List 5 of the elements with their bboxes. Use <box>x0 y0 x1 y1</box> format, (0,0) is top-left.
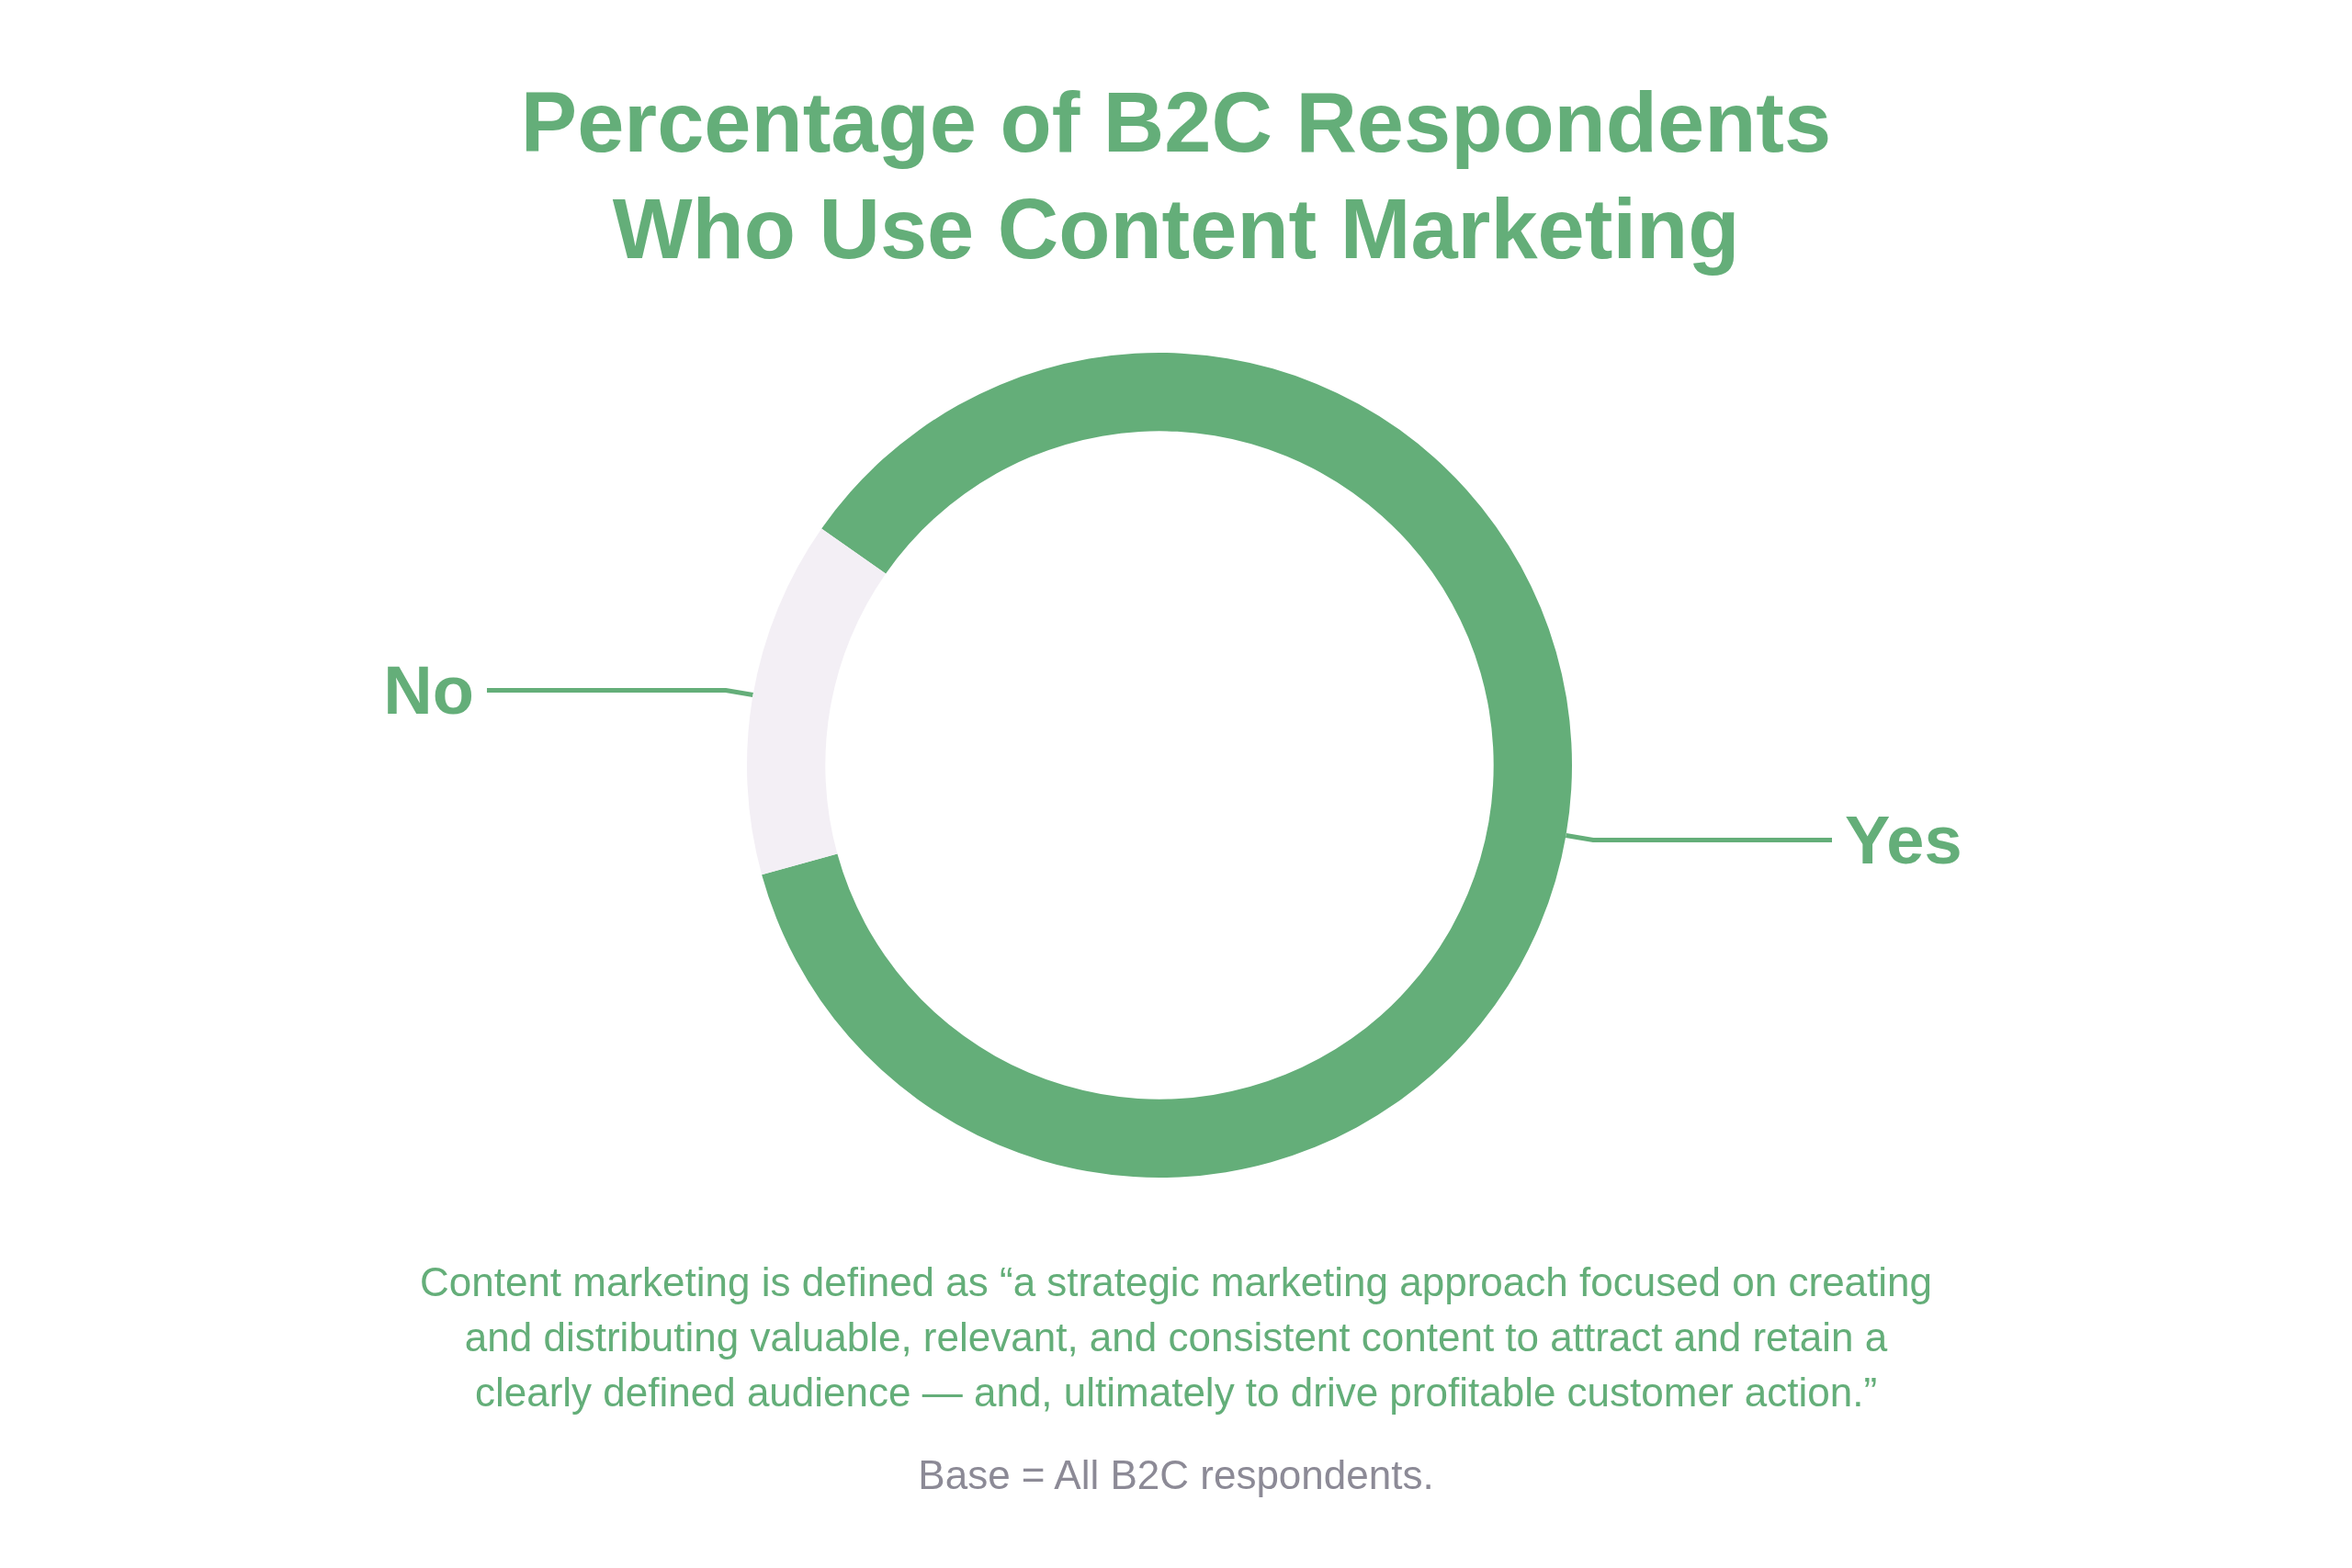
chart-title: Percentage of B2C Respondents Who Use Content Marketing <box>520 75 1832 276</box>
slice-label: No <box>383 651 474 728</box>
text: Content marketing is defined as “a strategic marketing approach focused on creating and distributing valuable, relevant, and consistent content to attract and retain a clearly defined audience — and, ultimately to drive profitable customer action.” <box>419 1258 1933 1415</box>
slice-label: Yes <box>1845 802 1962 879</box>
text: Base = All B2C respondents. <box>918 1451 1434 1497</box>
